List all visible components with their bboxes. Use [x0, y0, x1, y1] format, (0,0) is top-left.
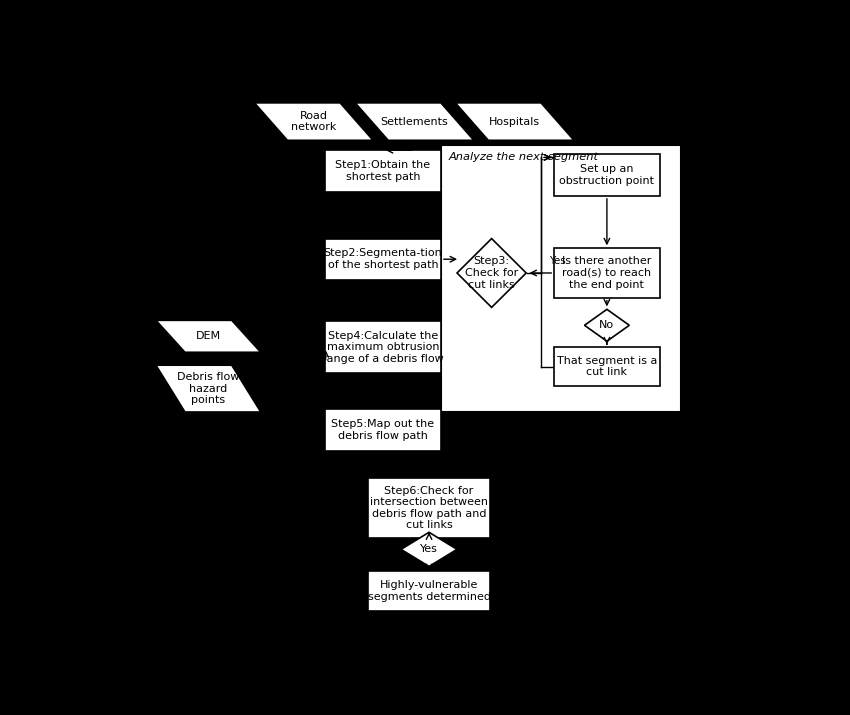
FancyBboxPatch shape — [554, 347, 660, 386]
Polygon shape — [401, 532, 457, 566]
Text: Is there another
road(s) to reach
the end point: Is there another road(s) to reach the en… — [562, 257, 652, 290]
Polygon shape — [585, 310, 629, 341]
Text: Hospitals: Hospitals — [489, 117, 541, 127]
Text: Analyze the next segment: Analyze the next segment — [449, 152, 598, 162]
FancyBboxPatch shape — [368, 478, 490, 538]
Text: DEM: DEM — [196, 331, 221, 341]
FancyBboxPatch shape — [368, 571, 490, 611]
Text: That segment is a
cut link: That segment is a cut link — [557, 356, 657, 378]
Text: No: No — [599, 320, 615, 330]
FancyBboxPatch shape — [326, 239, 440, 280]
Text: Yes: Yes — [420, 544, 438, 554]
Text: Road
network: Road network — [291, 111, 337, 132]
Polygon shape — [156, 320, 261, 352]
Text: Yes: Yes — [549, 256, 566, 266]
FancyBboxPatch shape — [554, 248, 660, 297]
Text: Settlements: Settlements — [381, 117, 449, 127]
Text: Highly-vulnerable
segments determined: Highly-vulnerable segments determined — [367, 581, 490, 602]
Polygon shape — [456, 103, 574, 140]
Text: Set up an
obstruction point: Set up an obstruction point — [559, 164, 654, 186]
Text: Debris flow
hazard
points: Debris flow hazard points — [177, 372, 240, 405]
FancyBboxPatch shape — [554, 154, 660, 196]
FancyBboxPatch shape — [441, 144, 682, 412]
Text: Step1:Obtain the
shortest path: Step1:Obtain the shortest path — [336, 160, 430, 182]
Text: Step6:Check for
intersection between
debris flow path and
cut links: Step6:Check for intersection between deb… — [370, 485, 488, 531]
FancyBboxPatch shape — [326, 409, 440, 450]
Polygon shape — [355, 103, 473, 140]
Text: Step4:Calculate the
maximum obtrusion
range of a debris flow: Step4:Calculate the maximum obtrusion ra… — [322, 331, 444, 364]
Text: Step3:
Check for
cut links: Step3: Check for cut links — [465, 257, 518, 290]
Polygon shape — [254, 103, 373, 140]
Text: Step2:Segmenta-tion
of the shortest path: Step2:Segmenta-tion of the shortest path — [324, 248, 442, 270]
Polygon shape — [156, 365, 261, 412]
Polygon shape — [457, 239, 526, 307]
FancyBboxPatch shape — [326, 150, 440, 192]
FancyBboxPatch shape — [326, 321, 440, 373]
Text: Step5:Map out the
debris flow path: Step5:Map out the debris flow path — [332, 419, 434, 440]
